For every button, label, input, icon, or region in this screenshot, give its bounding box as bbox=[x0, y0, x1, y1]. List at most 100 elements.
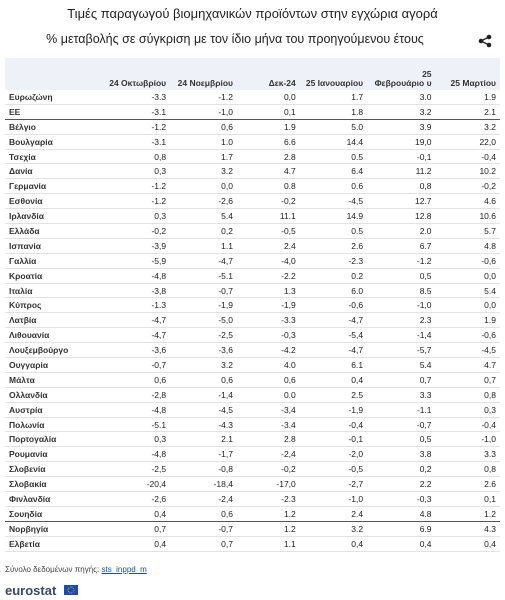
column-header: Δεκ-24 bbox=[236, 58, 300, 90]
value-cell: -1,9 bbox=[299, 402, 368, 418]
value-cell: -1.2 bbox=[102, 178, 171, 195]
value-cell: 0,7 bbox=[367, 372, 436, 388]
table-row: Τσεχία 0,8 1.7 2.8 0.5 -0,1 -0,4 bbox=[5, 149, 500, 165]
value-cell: -3.3 bbox=[102, 90, 171, 105]
row-label: Βέλγιο bbox=[5, 119, 103, 135]
value-cell: 4.0 bbox=[236, 357, 300, 373]
value-cell: -3.4 bbox=[236, 417, 300, 433]
table-row: Σουηδία 0,4 0,6 1.2 2.4 4.8 1.2 bbox=[5, 506, 500, 522]
value-cell: -0,7 bbox=[367, 417, 436, 433]
source-label: Σύνολο δεδομένων πηγής: bbox=[5, 565, 100, 574]
row-label: Σουηδία bbox=[5, 506, 103, 522]
value-cell: 2.2 bbox=[367, 476, 436, 493]
value-cell: 0,0 bbox=[170, 178, 237, 195]
row-label: Σλοβενία bbox=[5, 461, 103, 478]
share-icon[interactable] bbox=[478, 34, 492, 48]
table-row: Πολωνία -5.1 -4.3 -3.4 -0,4 -0,7 -0,4 bbox=[5, 417, 500, 433]
value-cell: -0,7 bbox=[170, 283, 237, 299]
value-cell: -2,5 bbox=[102, 461, 171, 478]
value-cell: 8.5 bbox=[367, 283, 436, 299]
row-label: Ολλανδία bbox=[5, 387, 103, 403]
table-row: Εσθονία -1.2 -2,6 -0,2 -4,5 12.7 4.6 bbox=[5, 193, 500, 210]
value-cell: -5,0 bbox=[170, 312, 237, 329]
row-label: Κύπρος bbox=[5, 297, 103, 314]
value-cell: 2.1 bbox=[170, 431, 237, 448]
value-cell: -3.1 bbox=[102, 134, 171, 150]
value-cell: -4,8 bbox=[102, 402, 171, 418]
value-cell: 3.2 bbox=[170, 357, 237, 373]
value-cell: -3.3 bbox=[236, 312, 300, 329]
row-label: ΕΕ bbox=[5, 104, 103, 120]
value-cell: 6.7 bbox=[367, 238, 436, 254]
value-cell: -17,0 bbox=[236, 476, 300, 493]
value-cell: 19,0 bbox=[367, 134, 436, 150]
value-cell: 3.8 bbox=[367, 446, 436, 463]
value-cell: 0,4 bbox=[299, 536, 368, 552]
value-cell: 1.7 bbox=[170, 149, 237, 165]
value-cell: 0,5 bbox=[367, 268, 436, 284]
value-cell: 2.5 bbox=[299, 387, 368, 403]
table-row: Ιταλία -3,8 -0,7 1.3 6.0 8.5 5.4 bbox=[5, 283, 500, 299]
value-cell: -5.1 bbox=[170, 268, 237, 284]
value-cell: -0,4 bbox=[299, 417, 368, 433]
value-cell: -2,5 bbox=[170, 327, 237, 344]
value-cell: 2.1 bbox=[435, 104, 500, 120]
value-cell: -5.1 bbox=[102, 417, 171, 433]
table-row: Σλοβενία -2,5 -0,8 -0,2 -0,5 0,2 0,8 bbox=[5, 461, 500, 478]
value-cell: 5.4 bbox=[435, 283, 500, 299]
source-link[interactable]: sts_inppd_m bbox=[101, 565, 147, 574]
value-cell: 0,6 bbox=[170, 119, 237, 135]
value-cell: 6.9 bbox=[367, 521, 436, 537]
value-cell: 1.9 bbox=[435, 312, 500, 329]
value-cell: -2,6 bbox=[170, 193, 237, 210]
value-cell: 0,8 bbox=[435, 387, 500, 403]
table-row: Ισπανία -3,9 1.1 2.4 2.6 6.7 4.8 bbox=[5, 238, 500, 254]
value-cell: 14.4 bbox=[299, 134, 368, 150]
value-cell: -4,5 bbox=[170, 402, 237, 418]
row-label: Βουλγαρία bbox=[5, 134, 103, 150]
value-cell: 0,6 bbox=[236, 372, 300, 388]
row-label: Δανία bbox=[5, 163, 103, 180]
value-cell: 0,7 bbox=[102, 521, 171, 537]
value-cell: 0.5 bbox=[299, 223, 368, 239]
value-cell: 0,8 bbox=[435, 461, 500, 478]
value-cell: -0,6 bbox=[435, 327, 500, 344]
value-cell: -1,4 bbox=[367, 327, 436, 344]
value-cell: -4,5 bbox=[299, 193, 368, 210]
table-row: Φινλανδία -2,6 -2,4 -2.3 -1,0 -0,3 0,1 bbox=[5, 491, 500, 507]
value-cell: -0,3 bbox=[236, 327, 300, 344]
row-label: Λουξεμβούργο bbox=[5, 342, 103, 359]
row-label: Μάλτα bbox=[5, 372, 103, 388]
row-label: Ελλάδα bbox=[5, 223, 103, 239]
value-cell: -4,8 bbox=[102, 446, 171, 463]
table-row: Γαλλία -5,9 -4,7 -4,0 -2.3 -1.2 -0,6 bbox=[5, 253, 500, 269]
value-cell: -18,4 bbox=[170, 476, 237, 493]
value-cell: 0,7 bbox=[170, 536, 237, 552]
subtitle: % μεταβολής σε σύγκριση με τον ίδιο μήνα… bbox=[46, 32, 424, 46]
value-cell: 5.4 bbox=[170, 208, 237, 225]
value-cell: 0.2 bbox=[299, 268, 368, 284]
value-cell: 0,8 bbox=[367, 178, 436, 195]
value-cell: 2.6 bbox=[299, 238, 368, 254]
table-row: Κροατία -4,8 -5.1 -2.2 0.2 0,5 0,0 bbox=[5, 268, 500, 284]
table-row: Λατβία -4,7 -5,0 -3.3 -4,7 2.3 1.9 bbox=[5, 312, 500, 329]
value-cell: 0,6 bbox=[170, 506, 237, 522]
value-cell: -2,0 bbox=[299, 446, 368, 463]
table-row: Ελβετία 0,4 0,7 1.1 0,4 0,4 0,4 bbox=[5, 536, 500, 552]
value-cell: 3.9 bbox=[367, 119, 436, 135]
table-row: Λιθουανία -4,7 -2,5 -0,3 -5,4 -1,4 -0,6 bbox=[5, 327, 500, 344]
value-cell: -3,6 bbox=[170, 342, 237, 359]
row-label: Ιρλανδία bbox=[5, 208, 103, 225]
column-header: 25 Ιανουαρίου bbox=[299, 58, 368, 90]
value-cell: 11.2 bbox=[367, 163, 436, 180]
table-row: Κύπρος -1.3 -1,9 -1,9 -0,6 -1,0 0,0 bbox=[5, 297, 500, 314]
value-cell: 4.3 bbox=[435, 521, 500, 537]
value-cell: -0,4 bbox=[435, 149, 500, 165]
value-cell: -5,9 bbox=[102, 253, 171, 269]
value-cell: 5.4 bbox=[367, 357, 436, 373]
value-cell: 10.6 bbox=[435, 208, 500, 225]
value-cell: -2.3 bbox=[299, 253, 368, 269]
value-cell: 1.2 bbox=[435, 506, 500, 522]
value-cell: 0,0 bbox=[435, 268, 500, 284]
value-cell: -0,5 bbox=[236, 223, 300, 239]
